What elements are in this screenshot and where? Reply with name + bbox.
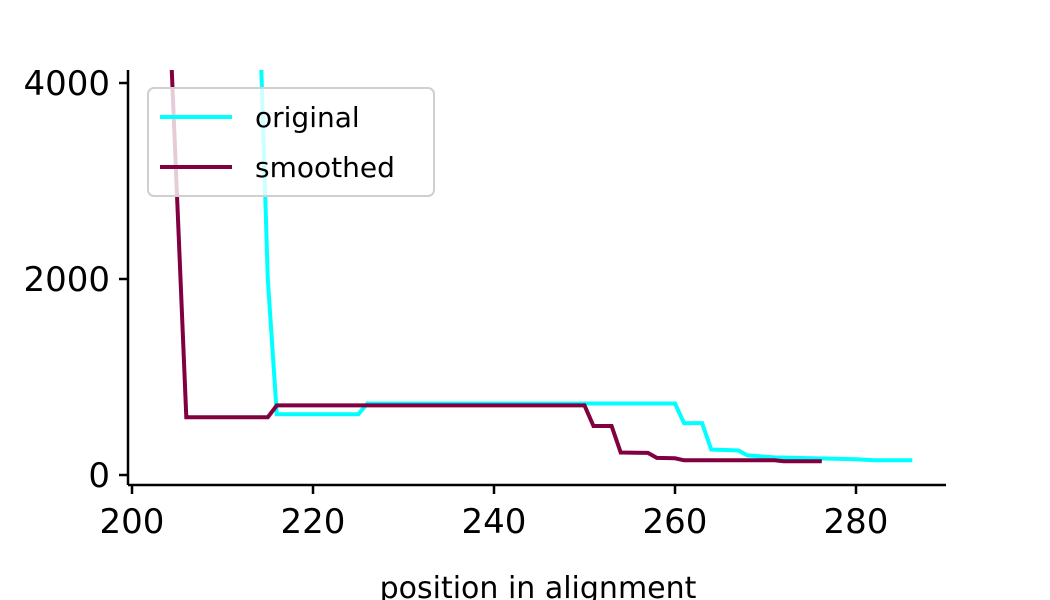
- x-tick-label-200: 200: [100, 502, 165, 542]
- x-axis-label: position in alignment: [380, 571, 697, 600]
- legend-label-smoothed: smoothed: [255, 151, 395, 184]
- y-tick-label-2000: 2000: [23, 260, 110, 300]
- legend-label-original: original: [255, 101, 360, 134]
- y-tick-label-0: 0: [88, 456, 110, 496]
- series-line-smoothed: [169, 70, 822, 464]
- y-tick-label-4000: 4000: [23, 64, 110, 104]
- x-tick-label-240: 240: [462, 502, 527, 542]
- x-tick-label-260: 260: [643, 502, 708, 542]
- x-tick-label-280: 280: [824, 502, 889, 542]
- x-tick-label-220: 220: [281, 502, 346, 542]
- series-line-original: [259, 70, 913, 463]
- legend: original smoothed: [147, 87, 435, 197]
